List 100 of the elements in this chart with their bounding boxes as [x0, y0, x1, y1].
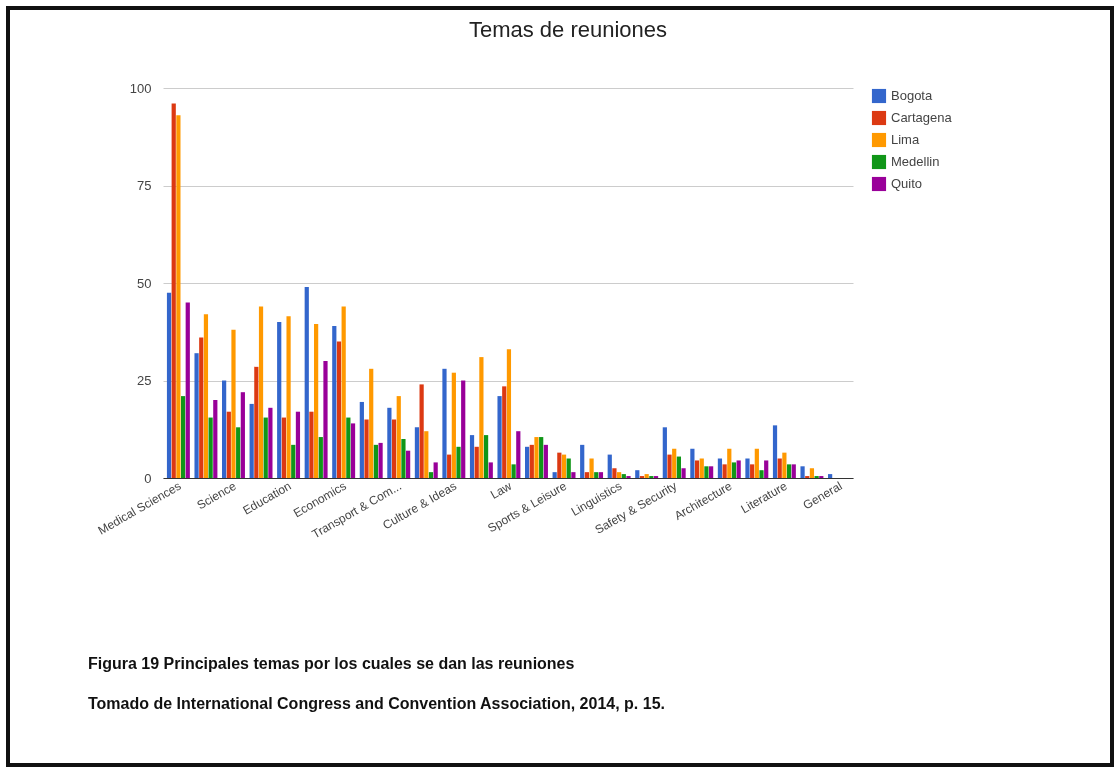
bar — [786, 464, 792, 478]
bar — [378, 442, 383, 478]
bar — [612, 468, 617, 478]
bar — [286, 316, 291, 478]
bar — [704, 466, 709, 478]
bar — [268, 407, 273, 478]
bar — [750, 464, 755, 478]
bar — [231, 329, 236, 478]
x-tick-label: Law — [487, 478, 515, 502]
bar — [502, 386, 507, 478]
bar — [391, 419, 397, 478]
bar — [617, 472, 622, 478]
bar — [428, 472, 434, 478]
bar — [414, 427, 420, 478]
bar — [199, 337, 204, 478]
bar — [291, 444, 296, 478]
y-tick-label: 25 — [137, 373, 152, 388]
bar — [635, 470, 640, 478]
legend-label: Bogota — [891, 88, 933, 103]
bar — [727, 448, 732, 478]
bar — [772, 425, 778, 478]
bar — [295, 411, 301, 478]
bar — [543, 444, 548, 478]
bar — [213, 400, 218, 478]
bar — [594, 472, 599, 478]
bar — [566, 458, 571, 478]
bar — [571, 472, 576, 478]
bar — [690, 448, 695, 478]
bar — [589, 458, 594, 478]
bar — [222, 380, 227, 478]
y-tick-label: 50 — [137, 275, 152, 291]
bar — [323, 361, 328, 478]
bar — [309, 411, 314, 478]
bar — [240, 392, 245, 478]
bar — [176, 115, 181, 478]
bar — [451, 372, 456, 478]
bar — [171, 103, 176, 478]
bar — [314, 323, 319, 478]
bar — [456, 446, 461, 478]
bar — [359, 401, 364, 478]
bar — [644, 474, 649, 478]
text: Figura 19 Principales temas por los cuales se dan las reuniones — [88, 655, 575, 673]
y-tick-label: 0 — [144, 470, 152, 486]
bar — [336, 341, 342, 478]
bar — [364, 419, 369, 478]
bar — [681, 468, 686, 478]
bar — [166, 292, 172, 478]
bar — [277, 322, 282, 478]
bar — [672, 448, 677, 478]
bar — [598, 472, 604, 478]
bar — [667, 454, 672, 478]
bar — [621, 474, 626, 478]
bar — [442, 368, 447, 478]
legend-label: Quito — [891, 176, 923, 191]
bar — [263, 417, 268, 478]
y-tick-label: 75 — [137, 178, 152, 193]
bar — [731, 462, 737, 478]
bar — [185, 302, 190, 478]
y-tick-label: 100 — [129, 80, 152, 96]
bar — [764, 460, 769, 478]
bar — [249, 403, 254, 478]
bar — [561, 454, 567, 478]
bar — [534, 437, 539, 478]
bar — [447, 454, 452, 478]
bar — [350, 423, 356, 478]
bar — [258, 306, 264, 478]
bar — [552, 472, 557, 478]
bar — [461, 380, 466, 478]
bar — [709, 466, 714, 478]
bar — [419, 384, 424, 478]
bar — [529, 444, 534, 478]
bar — [424, 431, 429, 478]
bar — [809, 468, 815, 478]
bar — [557, 452, 562, 478]
bar — [584, 472, 589, 478]
bar — [745, 458, 750, 478]
bar — [194, 353, 199, 478]
bar — [469, 435, 475, 478]
bar — [396, 396, 401, 478]
chart-title: Temas de reuniones — [468, 17, 668, 42]
bar — [180, 396, 186, 478]
bar — [488, 462, 493, 478]
bar — [516, 431, 521, 478]
bar — [722, 464, 727, 478]
legend-label: Cartagena — [891, 110, 953, 125]
bar — [369, 368, 374, 478]
bar — [754, 448, 759, 478]
bar — [332, 325, 337, 478]
bar — [208, 417, 213, 478]
text: Tomado de International Congress and Convention Association, 2014, p. 15. — [88, 695, 665, 713]
bar — [580, 444, 585, 478]
bar — [759, 470, 764, 478]
bar — [539, 437, 544, 478]
bar — [479, 357, 484, 478]
bar — [694, 460, 700, 478]
bar — [281, 417, 286, 478]
bar — [373, 444, 378, 478]
legend-label: Lima — [891, 132, 920, 147]
bar — [607, 454, 612, 478]
bar — [506, 349, 512, 478]
